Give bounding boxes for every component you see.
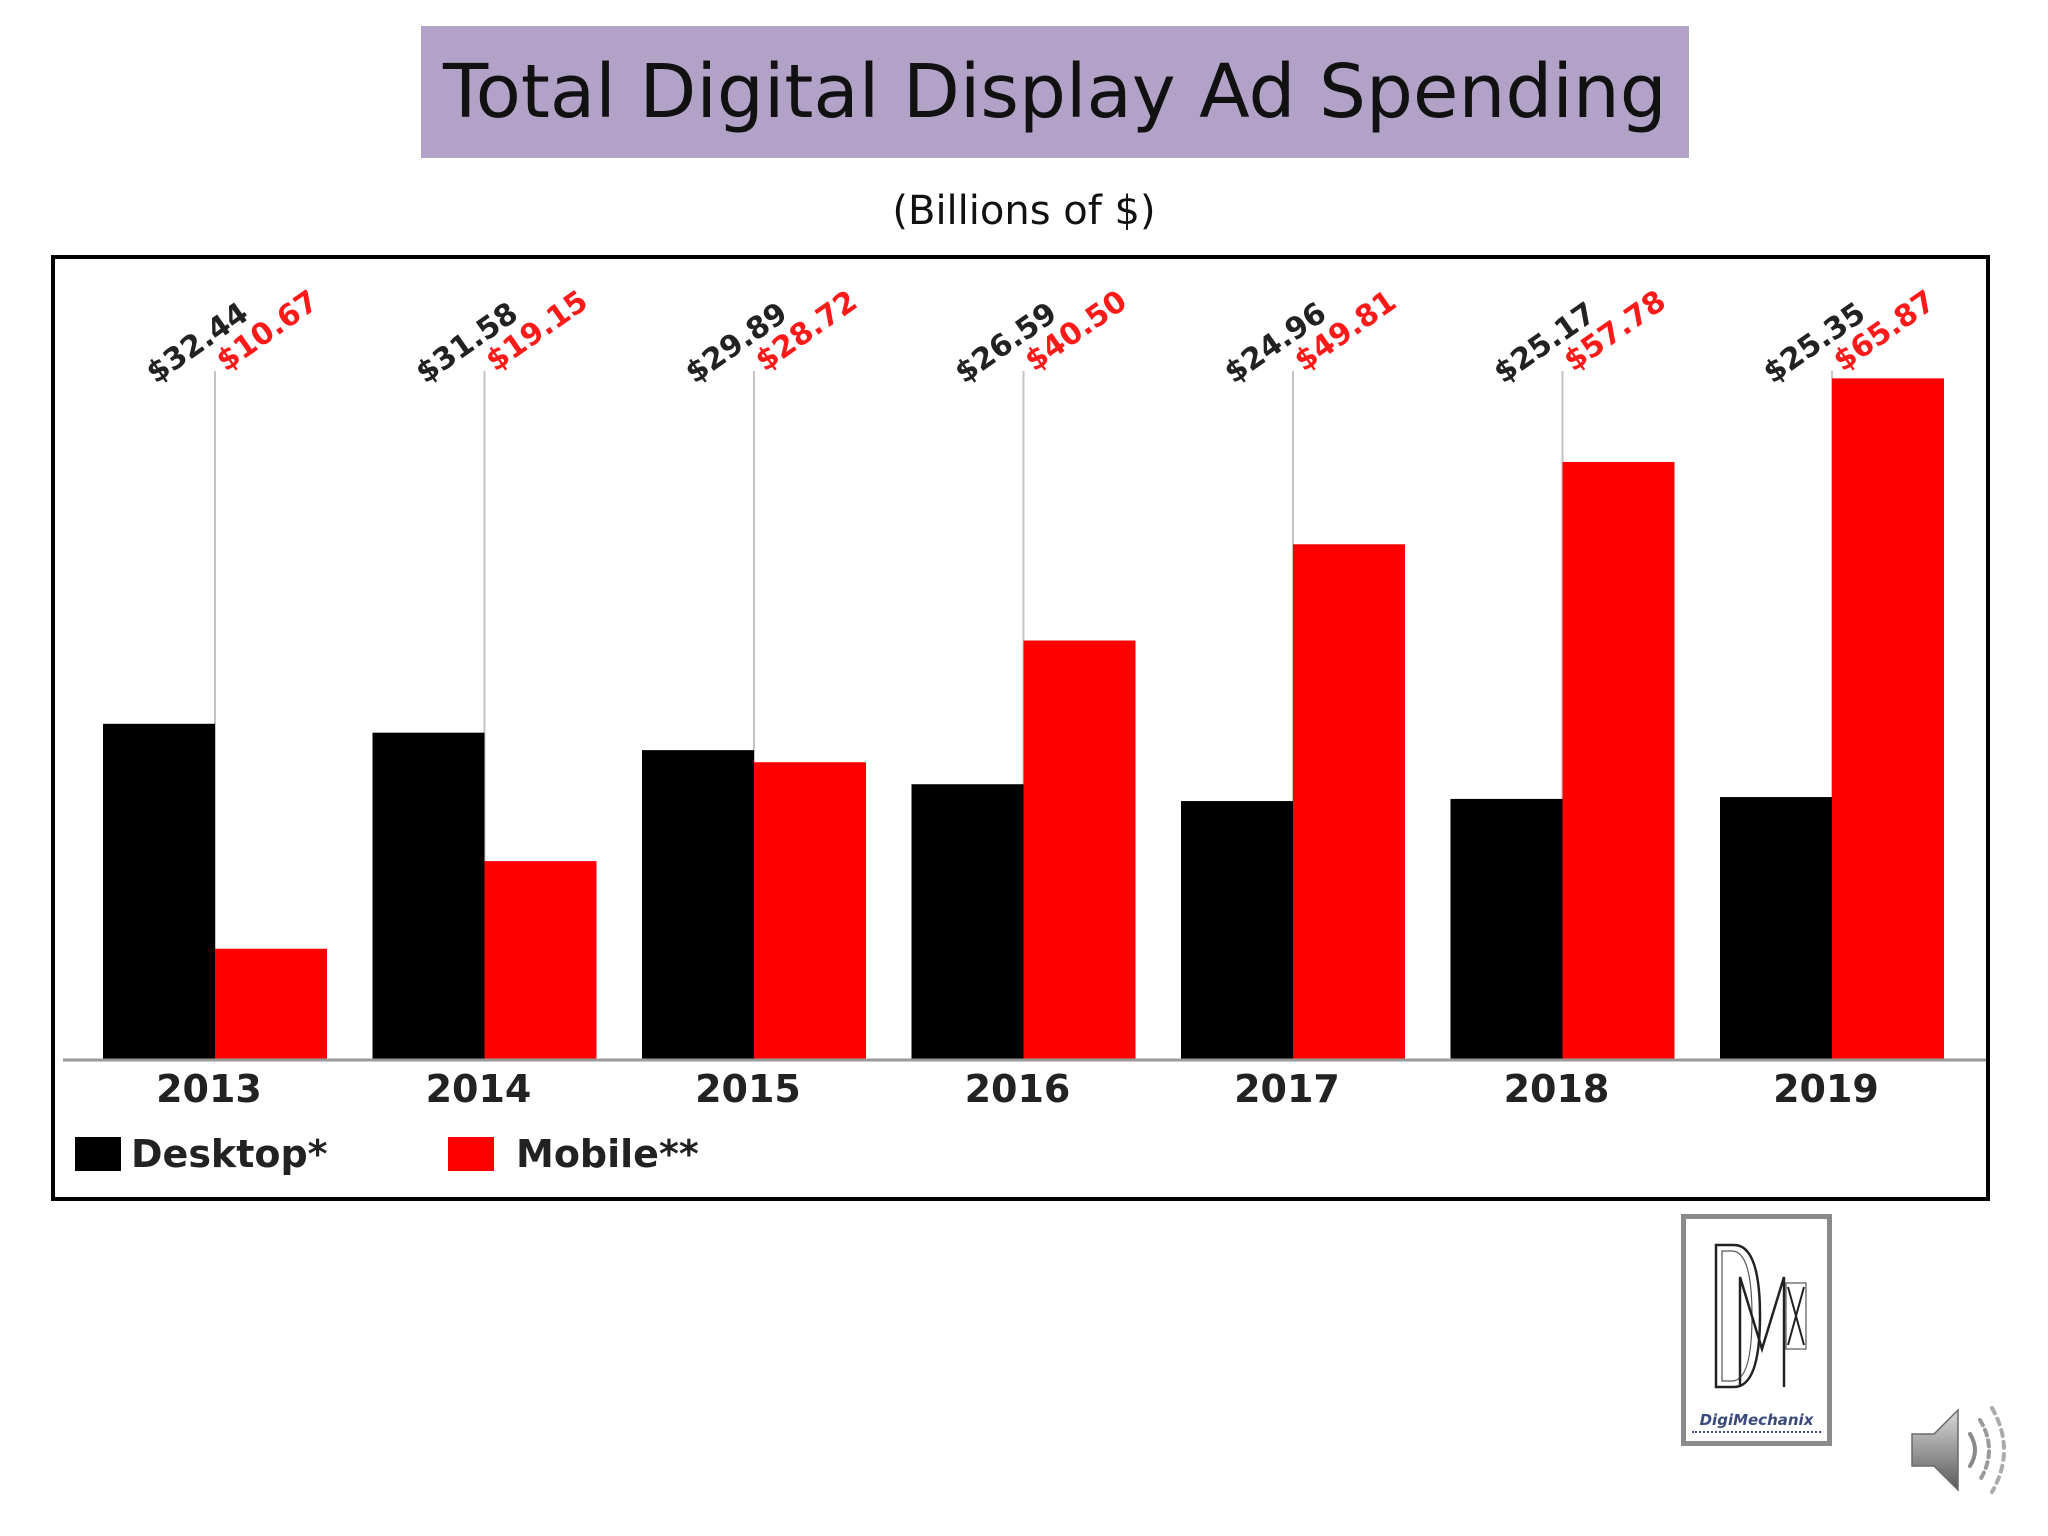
- bar-mobile: [754, 762, 866, 1059]
- bar-chart: $32.44$10.672013$31.58$19.152014$29.89$2…: [63, 284, 1986, 1176]
- bar-mobile: [215, 948, 327, 1059]
- bar-desktop: [642, 750, 754, 1059]
- bar-mobile: [1023, 640, 1136, 1059]
- legend-label-mobile: Mobile**: [516, 1132, 699, 1176]
- bar-desktop: [911, 784, 1024, 1059]
- title-banner: Total Digital Display Ad Spending: [421, 26, 1689, 158]
- legend-swatch-mobile: [448, 1137, 494, 1171]
- company-logo: DigiMechanix: [1681, 1214, 1832, 1446]
- chart-subtitle: (Billions of $): [892, 188, 1156, 234]
- page-title: Total Digital Display Ad Spending: [443, 49, 1667, 135]
- bar-mobile: [484, 861, 597, 1059]
- bar-mobile: [1832, 378, 1944, 1059]
- speaker-icon[interactable]: [1906, 1400, 2016, 1500]
- bar-mobile: [1293, 544, 1405, 1059]
- logo-name: DigiMechanix: [1699, 1411, 1814, 1429]
- x-tick-label: 2014: [426, 1067, 532, 1111]
- x-tick-label: 2016: [965, 1067, 1071, 1111]
- x-tick-label: 2015: [695, 1067, 801, 1111]
- x-tick-label: 2017: [1234, 1067, 1340, 1111]
- bar-desktop: [1450, 798, 1563, 1059]
- dmx-logo-icon: [1714, 1243, 1807, 1389]
- x-tick-label: 2013: [156, 1067, 262, 1111]
- bar-desktop: [1720, 797, 1832, 1059]
- legend-label-desktop: Desktop*: [131, 1132, 328, 1176]
- bar-mobile: [1562, 461, 1675, 1059]
- logo-tagline: [1692, 1431, 1821, 1436]
- bar-desktop: [103, 723, 215, 1059]
- legend-swatch-desktop: [75, 1137, 121, 1171]
- chart-frame: $32.44 $10.67 2013 $31.58 $19.15 2014 $29.89 $2…: [51, 255, 1990, 1201]
- x-tick-label: 2019: [1773, 1067, 1879, 1111]
- x-tick-label: 2018: [1504, 1067, 1610, 1111]
- bar-desktop: [372, 732, 485, 1059]
- bar-desktop: [1181, 801, 1293, 1059]
